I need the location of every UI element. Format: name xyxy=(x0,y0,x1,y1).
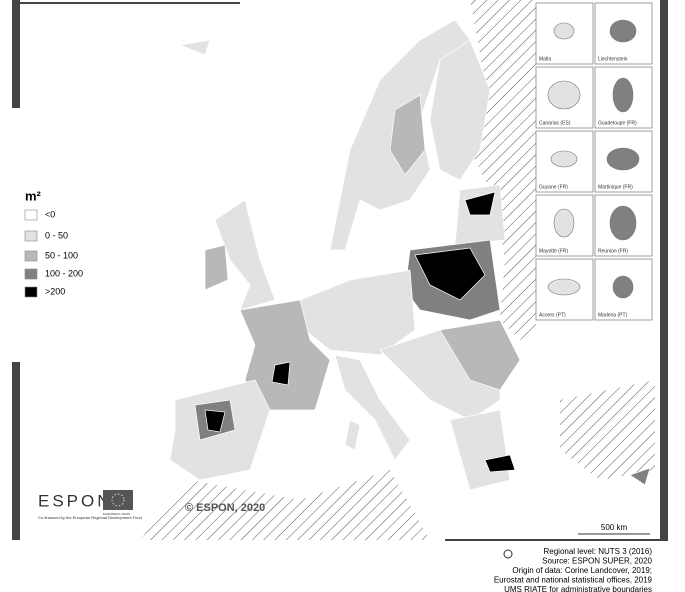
frame-bar xyxy=(660,0,668,540)
cc-icon xyxy=(503,549,513,559)
source-notes: Regional level: NUTS 3 (2016)Source: ESP… xyxy=(494,547,653,592)
scale-label: 500 km xyxy=(601,523,628,532)
inset-island xyxy=(609,205,637,241)
inset-island xyxy=(550,150,578,168)
legend-label: 0 - 50 xyxy=(45,230,68,240)
inset-label: Martinique (FR) xyxy=(598,184,633,190)
inset-island xyxy=(606,147,640,171)
legend: <0 0 - 50 50 - 100 100 - 200 >200 xyxy=(24,209,83,298)
inset-label: Guadeloupe (FR) xyxy=(598,120,637,126)
legend-swatch xyxy=(24,286,38,298)
eu-label: EUROPEAN UNION xyxy=(103,512,130,516)
inset-label: Canarias (ES) xyxy=(539,120,571,126)
inset-island xyxy=(547,278,581,296)
inset-label: Acores (PT) xyxy=(539,312,566,318)
inset-island xyxy=(553,208,575,238)
legend-label: 50 - 100 xyxy=(45,250,78,260)
logo-text: ESPON xyxy=(38,491,113,510)
source-line: Regional level: NUTS 3 (2016) xyxy=(544,547,653,556)
inset-island xyxy=(553,22,575,40)
source-line: Origin of data: Corine Landcover, 2019; xyxy=(512,566,652,575)
inset-island xyxy=(612,275,634,299)
copyright: © ESPON, 2020 xyxy=(185,502,265,514)
legend-swatch xyxy=(24,230,38,242)
source-line: UMS RIATE for administrative boundaries xyxy=(504,585,652,592)
inset-island xyxy=(609,19,637,43)
legend-label: <0 xyxy=(45,209,55,219)
inset-label: Guyane (FR) xyxy=(539,184,568,190)
inset-island xyxy=(612,77,634,113)
source-line: Source: ESPON SUPER, 2020 xyxy=(542,557,652,566)
frame-bar xyxy=(12,362,20,540)
inset-panels: Malta Liechtenstein Canarias (ES) Guadeloup… xyxy=(535,2,653,321)
inset-label: Mayotte (FR) xyxy=(539,248,569,254)
legend-swatch xyxy=(24,268,38,280)
legend-swatch xyxy=(24,250,38,262)
eu-flag xyxy=(103,490,133,510)
frame-bar xyxy=(12,0,20,108)
source-line: Eurostat and national statistical office… xyxy=(494,576,653,585)
inset-label: Reunion (FR) xyxy=(598,248,628,254)
inset-label: Madeira (PT) xyxy=(598,312,628,318)
regions xyxy=(169,19,651,491)
legend-label: 100 - 200 xyxy=(45,268,83,278)
inset-label: Malta xyxy=(539,56,551,62)
legend-swatch xyxy=(24,209,38,221)
legend-title: m² xyxy=(25,188,42,203)
inset-island xyxy=(547,80,581,110)
inset-label: Liechtenstein xyxy=(598,56,628,62)
eu-stars xyxy=(111,493,125,507)
legend-label: >200 xyxy=(45,286,65,296)
funding-note: Co-financed by the European Regional Dev… xyxy=(38,515,142,520)
